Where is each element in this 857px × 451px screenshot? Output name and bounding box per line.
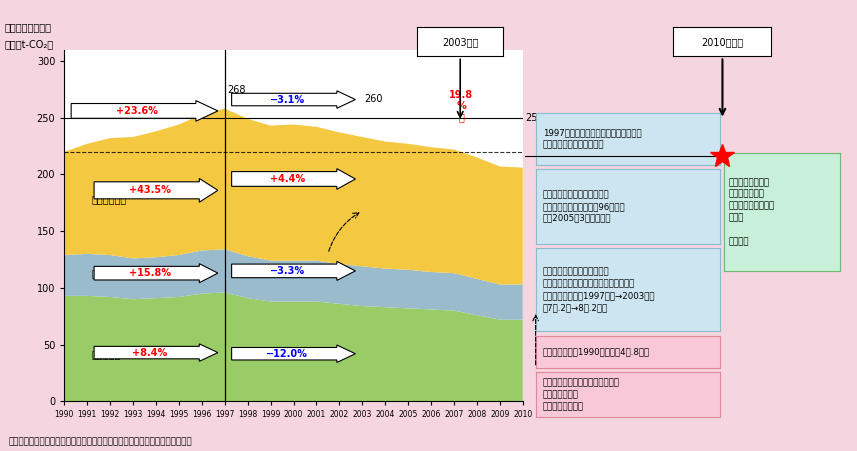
Text: 2010年目標: 2010年目標 (701, 37, 743, 47)
Text: −3.3%: −3.3% (270, 266, 305, 276)
Text: 2003年度: 2003年度 (442, 37, 478, 47)
Text: −3.1%: −3.1% (270, 95, 305, 105)
Text: +23.6%: +23.6% (117, 106, 158, 116)
FancyArrow shape (71, 101, 218, 121)
FancyArrow shape (231, 345, 356, 363)
Text: −12.0%: −12.0% (267, 349, 309, 359)
Text: +15.8%: +15.8% (129, 268, 171, 278)
FancyArrow shape (231, 169, 356, 189)
Text: 1997年度以降、運輸部門からの排出量
は抑制傾向を示している。: 1997年度以降、運輸部門からの排出量 は抑制傾向を示している。 (543, 128, 642, 149)
FancyArrow shape (94, 264, 218, 283)
Text: 19.8
%
増: 19.8 % 増 (449, 90, 473, 122)
Text: 自動車グリーン化税制の効果
・低公害車登録台数は絉96８万台
　（2005年3月末現在）: 自動車グリーン化税制の効果 ・低公害車登録台数は絉96８万台 （2005年3月末… (543, 190, 626, 223)
Text: 260: 260 (364, 94, 383, 104)
FancyArrow shape (94, 179, 218, 202)
Text: 自家用乗用車: 自家用乗用車 (92, 194, 127, 204)
Text: +8.4%: +8.4% (132, 348, 167, 358)
Text: （百万t-CO₂）: （百万t-CO₂） (4, 40, 54, 50)
FancyArrow shape (94, 344, 218, 361)
Text: 自家用乗用車からの排出増加要因
・輸送量の増加
・走行距離の増加: 自家用乗用車からの排出増加要因 ・輸送量の増加 ・走行距離の増加 (543, 378, 620, 411)
Text: ・モーダルシフト
・物流の効率化
・公共交通機関利用
　促進

等が急務: ・モーダルシフト ・物流の効率化 ・公共交通機関利用 促進 等が急務 (728, 178, 775, 246)
Text: 公共交通機関等: 公共交通機関等 (92, 268, 133, 278)
Text: 二酸化炭素排出量: 二酸化炭素排出量 (4, 22, 51, 32)
Text: 自家用自動車が1990年度比で4９.8％増: 自家用自動車が1990年度比で4９.8％増 (543, 347, 650, 356)
Text: +43.5%: +43.5% (129, 185, 171, 195)
Text: 268: 268 (227, 85, 246, 95)
FancyArrow shape (231, 91, 356, 108)
Text: 貨物自動車: 貨物自動車 (92, 349, 121, 359)
FancyArrow shape (231, 262, 356, 281)
Text: +4.4%: +4.4% (270, 174, 305, 184)
Text: 250: 250 (525, 113, 543, 123)
Text: ・トラックの営自転換の進展
（トラック全体の輸送量に占める営業用
トラックの割合、1997年度→2003年度
て7７.2％→8５.2％）: ・トラックの営自転換の進展 （トラック全体の輸送量に占める営業用 トラックの割合… (543, 267, 656, 312)
Text: （注）公共交通機関等：バス、タクシー、鉄道、旅客船、内航海運、国内航空: （注）公共交通機関等：バス、タクシー、鉄道、旅客船、内航海運、国内航空 (9, 437, 192, 446)
